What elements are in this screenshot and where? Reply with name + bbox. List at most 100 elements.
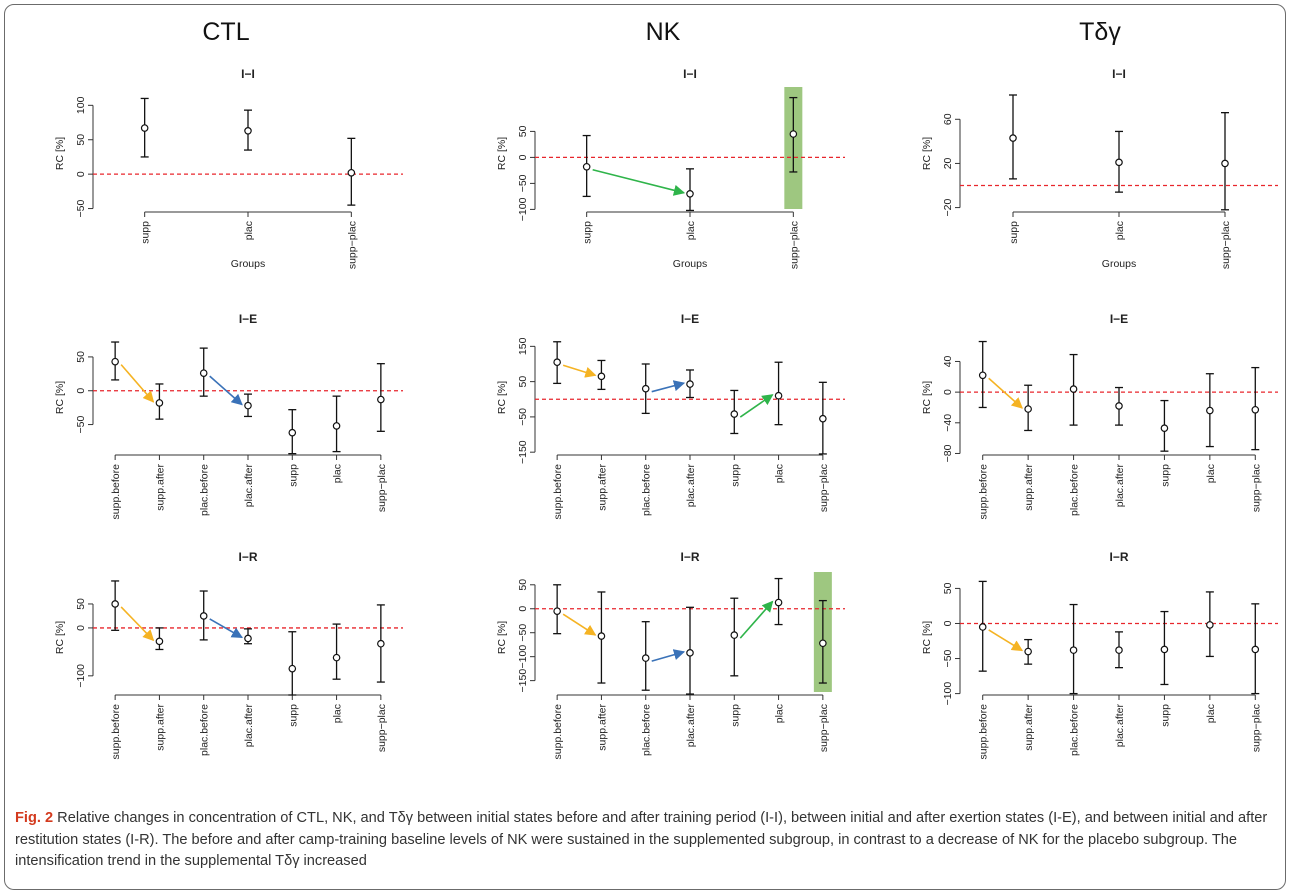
point-estimate — [1206, 406, 1214, 415]
point-estimate — [978, 371, 987, 380]
x-tick-label: supp.after — [596, 464, 608, 511]
trend-arrow-green — [592, 168, 686, 196]
y-tick-label: −50 — [942, 649, 954, 667]
y-tick-label: 20 — [942, 157, 954, 169]
trend-arrow-blue — [209, 618, 243, 639]
x-tick-label: plac.after — [243, 704, 255, 748]
point-estimate — [819, 639, 827, 648]
x-tick-label: supp−plac — [788, 221, 800, 269]
y-tick-label: −100 — [517, 645, 529, 669]
x-tick-label: supp.after — [1023, 704, 1035, 751]
y-tick-label: 50 — [75, 134, 87, 146]
panel-grid: I−I −50 0 50 100 RC [%] supp plac supp−plac Group… — [54, 67, 1278, 759]
trend-arrow-green — [739, 600, 774, 639]
point-estimate — [1069, 385, 1078, 393]
x-tick-label: plac.after — [1114, 704, 1126, 748]
x-tick-label: supp.after — [596, 704, 608, 751]
x-tick-label: supp−plac — [1250, 464, 1262, 512]
x-tick-label: supp−plac — [376, 464, 388, 512]
x-tick-label: supp.before — [978, 704, 990, 760]
point-estimate — [199, 369, 208, 377]
panel-t-2: I−R −100 −50 0 50 RC [%] supp.before supp.after… — [921, 550, 1278, 759]
trend-arrow-blue — [651, 649, 686, 662]
x-tick-label: supp−plac — [1250, 704, 1262, 752]
panel-title: I−E — [681, 312, 699, 326]
point-estimate — [1251, 645, 1260, 654]
y-axis-label: RC [%] — [921, 621, 933, 654]
x-tick-label: plac — [332, 704, 344, 723]
y-tick-label: 40 — [942, 355, 954, 367]
y-tick-label: −40 — [942, 414, 954, 432]
point-estimate — [155, 637, 164, 646]
x-tick-label: plac.after — [1114, 464, 1126, 508]
caption-text: Relative changes in concentration of CTL… — [15, 810, 1268, 869]
x-tick-label: plac.before — [1069, 464, 1081, 516]
panel-title: I−I — [683, 67, 697, 81]
x-tick-label: supp.before — [552, 464, 564, 520]
point-estimate — [1221, 159, 1229, 168]
y-axis-label: RC [%] — [54, 621, 66, 654]
point-estimate — [1160, 645, 1169, 654]
x-tick-label: plac.after — [243, 464, 255, 508]
point-estimate — [597, 632, 606, 640]
point-estimate — [730, 410, 739, 418]
x-tick-label: supp−plac — [818, 464, 830, 512]
panel-title: I−E — [239, 312, 257, 326]
point-estimate — [244, 634, 252, 643]
column-title-tdg: Tδγ — [1079, 18, 1121, 46]
figure-canvas: CTL NK Tδγ I−I −50 0 50 100 RC [%] supp plac sup… — [54, 18, 1278, 759]
y-tick-label: −50 — [75, 199, 87, 217]
x-tick-label: plac — [1114, 221, 1126, 240]
point-estimate — [332, 653, 341, 662]
point-estimate — [1115, 402, 1123, 410]
column-title-ctl: CTL — [202, 18, 249, 46]
point-estimate — [288, 428, 297, 437]
x-tick-label: supp — [1159, 464, 1171, 487]
x-axis-label: Groups — [673, 258, 707, 270]
trend-arrow-blue — [651, 380, 686, 393]
y-axis-label: RC [%] — [496, 621, 508, 654]
x-tick-label: plac — [774, 704, 786, 723]
y-tick-label: 0 — [75, 388, 87, 394]
x-tick-label: plac.after — [685, 464, 697, 508]
trend-arrow-yellow — [988, 629, 1024, 652]
x-tick-label: supp — [729, 704, 741, 727]
x-tick-label: supp — [582, 221, 594, 244]
point-estimate — [1206, 621, 1214, 629]
point-estimate — [111, 357, 119, 366]
point-estimate — [686, 190, 694, 198]
y-tick-label: −100 — [942, 682, 954, 706]
figure-caption: Fig. 2 Relative changes in concentration… — [15, 808, 1277, 873]
panel-nk-0: I−I −100 −50 0 50 RC [%] supp plac supp−plac Grou… — [496, 67, 845, 270]
point-estimate — [686, 649, 694, 657]
point-estimate — [582, 162, 591, 171]
point-estimate — [597, 372, 606, 381]
panel-nk-1: I−E −150 −50 50 150 RC [%] supp.before supp.aft… — [496, 312, 845, 519]
panel-title: I−I — [1112, 67, 1126, 81]
y-tick-label: −150 — [517, 440, 529, 464]
x-tick-label: supp — [287, 704, 299, 727]
point-estimate — [244, 401, 252, 410]
y-tick-label: −50 — [75, 415, 87, 433]
y-tick-label: 60 — [942, 113, 954, 125]
point-estimate — [553, 607, 561, 615]
y-tick-label: 0 — [517, 606, 529, 612]
point-estimate — [288, 664, 297, 673]
x-tick-label: plac.before — [199, 704, 211, 756]
panel-title: I−R — [238, 550, 257, 564]
panel-ctl-1: I−E −50 0 50 RC [%] supp.before supp.after plac… — [54, 312, 403, 519]
y-tick-label: 50 — [942, 582, 954, 594]
x-tick-label: supp−plac — [1220, 221, 1232, 269]
y-tick-label: 50 — [517, 579, 529, 591]
point-estimate — [641, 654, 650, 662]
y-tick-label: −150 — [517, 669, 529, 693]
panel-t-0: I−I −20 20 60 RC [%] supp plac supp−plac Groups — [921, 67, 1278, 270]
y-tick-label: 50 — [517, 125, 529, 137]
y-tick-label: −50 — [517, 624, 529, 642]
trend-arrow-yellow — [120, 606, 155, 642]
y-tick-label: −50 — [517, 408, 529, 426]
point-estimate — [1251, 405, 1260, 414]
point-estimate — [155, 399, 164, 407]
x-tick-label: supp−plac — [346, 221, 358, 269]
trend-arrow-yellow — [988, 377, 1023, 409]
